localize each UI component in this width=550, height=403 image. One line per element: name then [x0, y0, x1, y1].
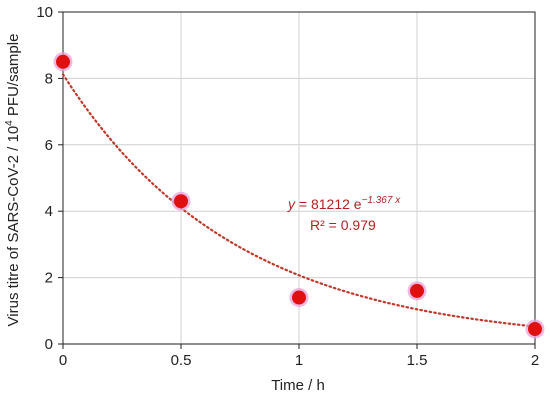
x-tick-label: 1.5: [407, 352, 428, 369]
data-point: [292, 290, 306, 305]
y-axis-title: Virus titre of SARS-CoV-2 / 104 PFU/samp…: [4, 34, 22, 327]
y-tick-label: 10: [36, 4, 53, 21]
x-tick-label: 1: [295, 352, 303, 369]
data-point: [528, 322, 542, 337]
data-point: [410, 283, 424, 298]
x-axis-ticks: 0 0.5 1 1.5 2: [59, 344, 539, 369]
x-tick-label: 2: [531, 352, 539, 369]
y-tick-label: 4: [45, 203, 53, 220]
y-axis-ticks: 0 2 4 6 8 10: [36, 4, 63, 353]
trendline-equation: y = 81212 e−1.367 x: [287, 195, 401, 212]
x-tick-label: 0.5: [171, 352, 192, 369]
y-tick-label: 0: [45, 336, 53, 353]
y-tick-label: 8: [45, 70, 53, 87]
x-axis-title: Time / h: [271, 377, 325, 394]
data-point: [56, 54, 70, 69]
data-points: [53, 52, 545, 339]
y-tick-label: 2: [45, 270, 53, 287]
data-point: [174, 194, 188, 209]
exponential-trendline: [61, 73, 537, 328]
trendline-r-squared: R² = 0.979: [310, 217, 376, 233]
x-tick-label: 0: [59, 352, 67, 369]
y-tick-label: 6: [45, 137, 53, 154]
